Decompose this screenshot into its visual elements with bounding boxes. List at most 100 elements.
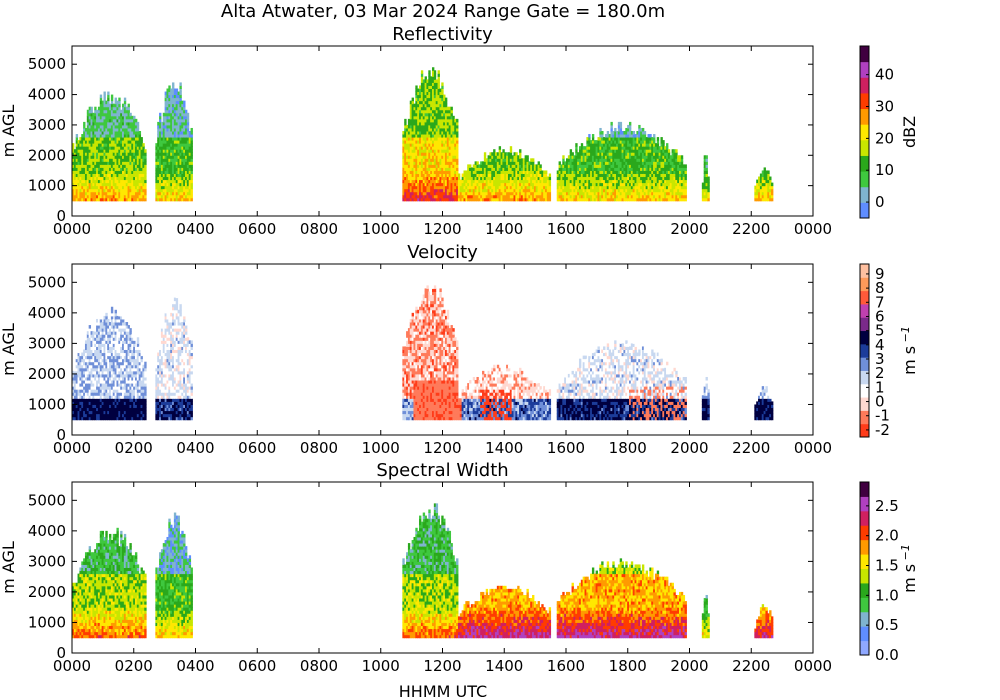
echo-cell: [406, 137, 409, 141]
echo-cell: [181, 121, 184, 126]
echo-cell: [103, 140, 106, 144]
echo-cell: [97, 121, 101, 126]
echo-cell: [81, 146, 84, 150]
echo-cell: [118, 161, 121, 165]
echo-cell: [183, 146, 186, 150]
echo-cell: [623, 191, 626, 196]
echo-cell: [402, 188, 405, 193]
echo-cell: [705, 179, 708, 184]
echo-cell: [520, 164, 524, 168]
echo-cell: [420, 164, 424, 168]
echo-cell: [660, 152, 663, 156]
echo-cell: [601, 146, 604, 150]
echo-cell: [608, 179, 611, 184]
echo-cell: [601, 137, 604, 141]
echo-cell: [651, 173, 654, 178]
echo-cell: [502, 173, 505, 178]
echo-cell: [131, 143, 134, 147]
echo-cell: [179, 188, 182, 193]
echo-cell: [448, 109, 452, 114]
echo-cell: [619, 164, 623, 168]
echo-cell: [134, 161, 138, 165]
echo-cell: [682, 164, 686, 168]
echo-cell: [127, 167, 130, 171]
echo-cell: [86, 118, 90, 123]
echo-cell: [105, 146, 108, 150]
echo-cell: [654, 170, 658, 174]
echo-cell: [99, 197, 103, 202]
echo-cell: [454, 137, 457, 141]
echo-cell: [595, 155, 598, 159]
echo-cell: [480, 182, 483, 187]
echo-cell: [671, 161, 674, 165]
echo-cell: [426, 137, 429, 141]
echo-cell: [586, 143, 589, 147]
echo-cell: [110, 167, 114, 171]
echo-cell: [188, 164, 192, 168]
echo-cell: [630, 191, 634, 196]
echo-cell: [413, 131, 416, 135]
echo-cell: [526, 182, 529, 187]
echo-cell: [441, 155, 444, 159]
echo-cell: [450, 112, 453, 117]
echo-cell: [120, 188, 123, 193]
echo-cell: [86, 143, 90, 147]
echo-cell: [94, 167, 97, 171]
echo-cell: [433, 176, 437, 181]
echo-cell: [168, 121, 171, 126]
echo-cell: [465, 170, 468, 174]
echo-cell: [162, 197, 166, 202]
echo-cell: [173, 91, 177, 96]
echo-cell: [765, 170, 768, 174]
echo-cell: [183, 121, 186, 126]
echo-cell: [548, 194, 552, 199]
echo-cell: [654, 152, 658, 156]
echo-cell: [105, 103, 108, 108]
echo-cell: [616, 158, 619, 162]
echo-cell: [636, 188, 639, 193]
echo-cell: [454, 182, 457, 187]
echo-cell: [588, 179, 591, 184]
echo-cell: [164, 164, 167, 168]
echo-cell: [465, 188, 468, 193]
echo-cell: [647, 149, 650, 153]
echo-cell: [181, 197, 184, 202]
echo-cell: [667, 191, 671, 196]
echo-cell: [506, 197, 509, 202]
echo-cell: [155, 179, 158, 184]
echo-cell: [507, 167, 511, 171]
echo-cell: [675, 191, 678, 196]
echo-cell: [666, 176, 669, 181]
echo-cell: [114, 170, 117, 174]
echo-cell: [660, 161, 663, 165]
echo-cell: [506, 173, 509, 178]
echo-cell: [610, 131, 613, 135]
echo-cell: [623, 194, 626, 199]
echo-cell: [94, 161, 97, 165]
echo-cell: [673, 176, 676, 181]
echo-cell: [651, 152, 654, 156]
echo-cell: [703, 194, 707, 199]
echo-cell: [519, 173, 522, 178]
echo-cell: [166, 167, 169, 171]
echo-cell: [562, 173, 565, 178]
echo-cell: [616, 152, 619, 156]
echo-cell: [573, 191, 576, 196]
echo-cell: [677, 188, 680, 193]
echo-cell: [632, 191, 636, 196]
echo-cell: [112, 115, 116, 120]
echo-cell: [494, 152, 498, 156]
echo-cell: [532, 164, 535, 168]
echo-cell: [524, 170, 527, 174]
echo-cell: [160, 146, 164, 150]
echo-cell: [424, 91, 427, 96]
echo-cell: [404, 167, 407, 171]
echo-cell: [517, 176, 520, 181]
echo-cell: [493, 191, 496, 196]
echo-cell: [656, 158, 660, 162]
echo-cell: [601, 161, 604, 165]
echo-cell: [532, 191, 535, 196]
echo-cell: [175, 164, 179, 168]
echo-cell: [162, 164, 166, 168]
echo-cell: [647, 182, 650, 187]
